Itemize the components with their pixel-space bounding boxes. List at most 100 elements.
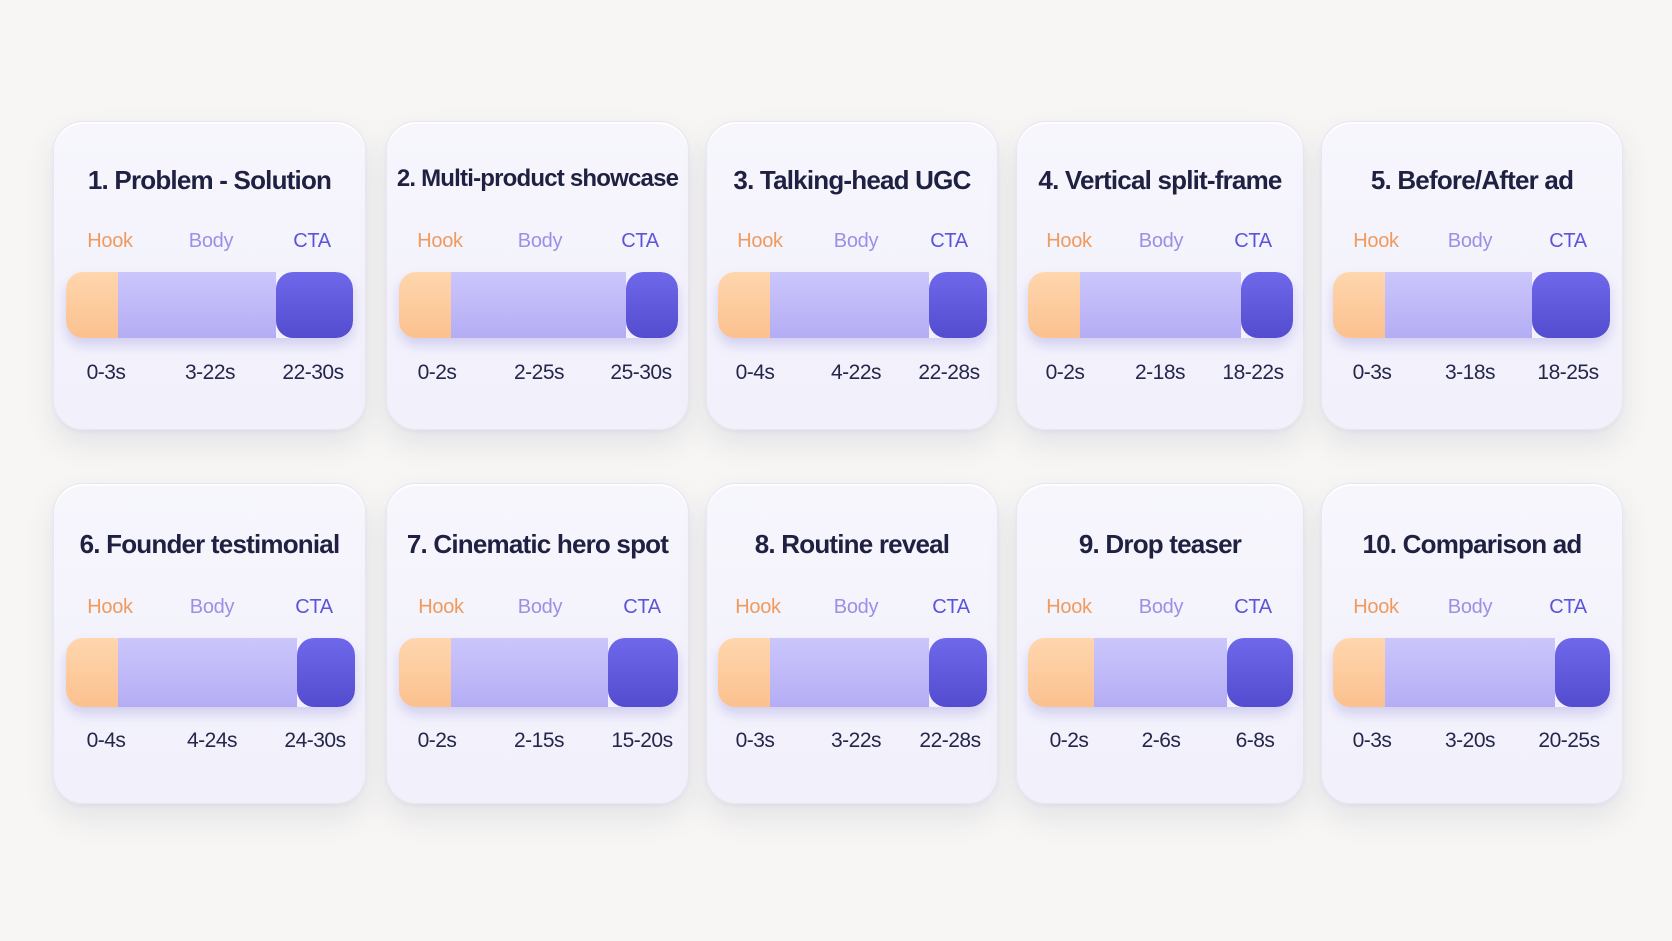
ad-card: 3. Talking-head UGC Hook Body CTA 0-4s 4… — [706, 121, 998, 430]
card-title: 4. Vertical split-frame — [1038, 165, 1282, 195]
body-time: 3-22s — [830, 729, 882, 752]
cta-segment — [626, 272, 678, 338]
cta-segment — [608, 638, 678, 707]
hook-segment — [1028, 272, 1080, 338]
cta-label: CTA — [623, 596, 661, 618]
hook-time: 0-2s — [1045, 361, 1085, 384]
hook-label: Hook — [1353, 596, 1399, 618]
ad-card: 2. Multi-product showcase Hook Body CTA … — [386, 121, 689, 430]
cta-time: 22-30s — [282, 361, 344, 384]
cta-label: CTA — [621, 230, 659, 252]
body-label: Body — [189, 596, 235, 618]
body-time: 4-24s — [186, 729, 238, 752]
cta-time: 18-25s — [1537, 361, 1599, 384]
hook-label: Hook — [1046, 596, 1092, 618]
hook-time: 0-3s — [1352, 729, 1392, 752]
hook-label: Hook — [87, 596, 133, 618]
hook-time: 0-2s — [417, 361, 457, 384]
hook-segment — [1028, 638, 1095, 707]
hook-segment — [66, 638, 118, 707]
ad-card: 6. Founder testimonial Hook Body CTA 0-4… — [53, 483, 366, 804]
cta-label: CTA — [932, 596, 970, 618]
cta-segment — [929, 272, 987, 338]
body-segment — [118, 272, 277, 338]
body-segment — [451, 272, 626, 338]
timeline-bar — [1028, 272, 1293, 338]
cta-time: 15-20s — [611, 729, 673, 752]
hook-label: Hook — [87, 230, 133, 252]
cta-label: CTA — [1234, 596, 1272, 618]
timeline-bar — [718, 272, 987, 338]
cta-time: 22-28s — [918, 361, 980, 384]
hook-segment — [399, 272, 451, 338]
hook-segment — [1333, 272, 1385, 338]
cta-time: 6-8s — [1235, 729, 1275, 752]
hook-time: 0-3s — [86, 361, 126, 384]
hook-label: Hook — [417, 230, 463, 252]
body-label: Body — [1447, 596, 1493, 618]
body-segment — [451, 638, 609, 707]
hook-time: 0-2s — [1049, 729, 1089, 752]
cta-label: CTA — [295, 596, 333, 618]
hook-label: Hook — [1353, 230, 1399, 252]
body-time: 3-22s — [184, 361, 236, 384]
body-segment — [770, 638, 930, 707]
cta-time: 18-22s — [1222, 361, 1284, 384]
cta-label: CTA — [930, 230, 968, 252]
ad-card: 10. Comparison ad Hook Body CTA 0-3s 3-2… — [1321, 483, 1623, 804]
hook-segment — [399, 638, 451, 707]
body-label: Body — [833, 596, 879, 618]
hook-time: 0-3s — [1352, 361, 1392, 384]
card-title: 9. Drop teaser — [1078, 529, 1242, 559]
body-segment — [1385, 638, 1555, 707]
cta-time: 25-30s — [610, 361, 672, 384]
cta-segment — [1532, 272, 1610, 338]
body-segment — [770, 272, 930, 338]
body-label: Body — [1138, 230, 1184, 252]
card-title: 3. Talking-head UGC — [733, 165, 971, 195]
hook-time: 0-4s — [86, 729, 126, 752]
hook-time: 0-4s — [735, 361, 775, 384]
cta-time: 20-25s — [1538, 729, 1600, 752]
cta-segment — [1241, 272, 1293, 338]
timeline-bar — [399, 638, 678, 707]
cta-time: 24-30s — [284, 729, 346, 752]
card-title: 2. Multi-product showcase — [396, 165, 679, 192]
cta-segment — [929, 638, 987, 707]
ad-card: 4. Vertical split-frame Hook Body CTA 0-… — [1016, 121, 1304, 430]
body-segment — [1385, 272, 1533, 338]
hook-time: 0-3s — [735, 729, 775, 752]
hook-label: Hook — [418, 596, 464, 618]
cta-time: 22-28s — [919, 729, 981, 752]
ad-card: 8. Routine reveal Hook Body CTA 0-3s 3-2… — [706, 483, 998, 804]
hook-segment — [66, 272, 118, 338]
timeline-bar — [718, 638, 987, 707]
cta-label: CTA — [1234, 230, 1272, 252]
body-time: 2-6s — [1141, 729, 1181, 752]
hook-time: 0-2s — [417, 729, 457, 752]
body-time: 2-15s — [513, 729, 565, 752]
cta-label: CTA — [1549, 596, 1587, 618]
card-title: 10. Comparison ad — [1362, 529, 1582, 559]
timeline-bar — [66, 638, 355, 707]
body-label: Body — [833, 230, 879, 252]
card-title: 5. Before/After ad — [1370, 165, 1574, 195]
card-title: 7. Cinematic hero spot — [406, 529, 669, 559]
card-title: 8. Routine reveal — [754, 529, 950, 559]
body-segment — [1094, 638, 1227, 707]
body-label: Body — [517, 596, 563, 618]
cta-label: CTA — [293, 230, 331, 252]
body-time: 4-22s — [830, 361, 882, 384]
body-label: Body — [188, 230, 234, 252]
card-title: 6. Founder testimonial — [79, 529, 341, 559]
ad-card: 5. Before/After ad Hook Body CTA 0-3s 3-… — [1321, 121, 1623, 430]
hook-segment — [718, 638, 770, 707]
timeline-bar — [1333, 272, 1610, 338]
timeline-bar — [399, 272, 678, 338]
hook-label: Hook — [737, 230, 783, 252]
cta-segment — [1226, 638, 1293, 707]
timeline-bar — [66, 272, 353, 338]
timeline-bar — [1333, 638, 1610, 707]
body-label: Body — [517, 230, 563, 252]
body-label: Body — [1138, 596, 1184, 618]
